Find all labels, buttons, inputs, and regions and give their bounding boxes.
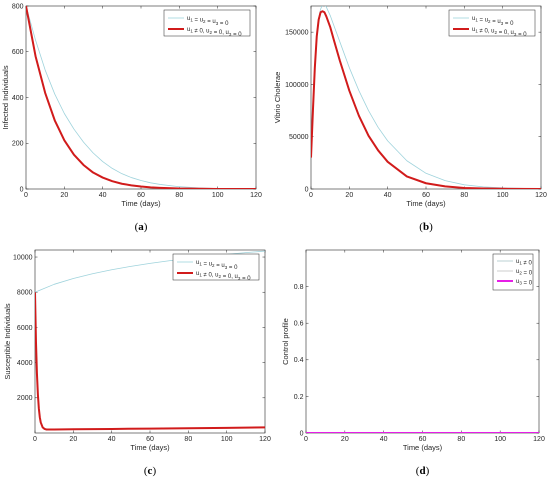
x-tick-label: 0	[33, 436, 37, 443]
series-line-2	[35, 292, 265, 431]
x-tick-label: 60	[419, 436, 427, 443]
panel-label: (a)	[135, 221, 148, 233]
y-tick-label: 0.6	[294, 321, 304, 328]
panel-d: 0 20 40 60 80 100 120 0 0.2 0.4 0.6 0.8 Time (days) C…	[281, 249, 545, 477]
x-axis-label: Time (days)	[403, 443, 443, 452]
y-tick-label: 10000	[13, 254, 33, 261]
series-group	[311, 6, 541, 189]
legend-label: u1 ≠ 0, u2 = 0, u3 = 0	[472, 27, 527, 38]
y-tick-label: 0.8	[294, 284, 304, 291]
series-line-1	[26, 6, 256, 189]
legend-label: u3 = 0	[516, 279, 533, 287]
y-tick-label: 400	[12, 95, 24, 102]
x-tick-label: 120	[259, 436, 271, 443]
x-tick-label: 40	[384, 192, 392, 199]
y-tick-label: 0	[300, 430, 304, 437]
legend-label: u1 = u2 = u3 = 0	[472, 16, 514, 27]
x-tick-label: 80	[460, 192, 468, 199]
legend-box	[448, 9, 536, 37]
x-tick-label: 60	[422, 192, 430, 199]
legend-label: u1 ≠ 0	[516, 259, 532, 267]
legend-label: u2 = 0	[516, 269, 533, 277]
x-tick-label: 40	[99, 192, 107, 199]
x-tick-label: 20	[345, 192, 353, 199]
y-axis-label: Control profile	[281, 318, 290, 365]
x-tick-label: 100	[221, 436, 233, 443]
panel-label: (d)	[416, 465, 430, 477]
series-line-2	[311, 10, 541, 189]
x-tick-label: 40	[108, 436, 116, 443]
series-group	[26, 6, 256, 189]
x-tick-label: 100	[497, 192, 509, 199]
x-tick-label: 0	[304, 436, 308, 443]
x-tick-label: 20	[60, 192, 68, 199]
y-axis-label: Infected Individuals	[1, 65, 10, 129]
x-tick-label: 60	[137, 192, 145, 199]
x-axis-label: Time (days)	[130, 443, 170, 452]
y-tick-label: 50000	[289, 134, 309, 141]
y-tick-label: 100000	[285, 82, 308, 89]
y-tick-label: 200	[12, 141, 24, 148]
y-tick-label: 0.2	[294, 394, 304, 401]
x-tick-label: 100	[212, 192, 224, 199]
panel-c: 0 20 40 60 80 100 120 2000 4000 6000 8000 10000 Time…	[3, 249, 271, 477]
y-tick-label: 0	[305, 186, 309, 193]
legend-label: u1 = u2 = u3 = 0	[196, 260, 238, 271]
x-tick-label: 80	[175, 192, 183, 199]
y-tick-label: 0.4	[294, 357, 304, 364]
x-axis-label: Time (days)	[121, 199, 161, 208]
x-tick-label: 100	[494, 436, 506, 443]
y-tick-label: 150000	[285, 30, 308, 37]
legend-box	[172, 253, 260, 281]
y-tick-label: 2000	[17, 395, 33, 402]
x-tick-label: 80	[457, 436, 465, 443]
x-axis-label: Time (days)	[406, 199, 446, 208]
x-tick-label: 0	[24, 192, 28, 199]
x-tick-label: 120	[535, 192, 547, 199]
x-tick-label: 40	[380, 436, 388, 443]
x-tick-label: 60	[146, 436, 154, 443]
y-tick-label: 8000	[17, 290, 33, 297]
x-tick-label: 120	[533, 436, 545, 443]
x-tick-label: 80	[184, 436, 192, 443]
panel-a: 0 20 40 60 80 100 120 0 200 400 600 800 Time (days) I…	[1, 3, 262, 233]
panel-label: (c)	[144, 465, 157, 477]
y-tick-label: 800	[12, 3, 24, 10]
panel-b: 0 20 40 60 80 100 120 0 50000 100000 150000 Time (d…	[273, 5, 547, 233]
legend-label: u1 ≠ 0, u2 = 0, u3 = 0	[196, 271, 251, 282]
legend-box	[163, 9, 251, 37]
y-axis-label: Vibrio Cholerae	[273, 72, 282, 124]
y-axis-label: Susceptible Individuals	[3, 303, 12, 380]
x-tick-label: 20	[341, 436, 349, 443]
x-tick-label: 120	[250, 192, 262, 199]
x-tick-label: 20	[69, 436, 77, 443]
legend-box	[492, 253, 534, 291]
legend-label: u1 ≠ 0, u2 = 0, u3 = 0	[187, 27, 242, 38]
series-line-2	[26, 6, 256, 189]
y-tick-label: 6000	[17, 325, 33, 332]
y-tick-label: 0	[20, 186, 24, 193]
legend-label: u1 = u2 = u3 = 0	[187, 16, 229, 27]
panel-label: (b)	[419, 221, 433, 233]
y-tick-label: 4000	[17, 360, 33, 367]
x-tick-label: 0	[309, 192, 313, 199]
y-tick-label: 600	[12, 49, 24, 56]
